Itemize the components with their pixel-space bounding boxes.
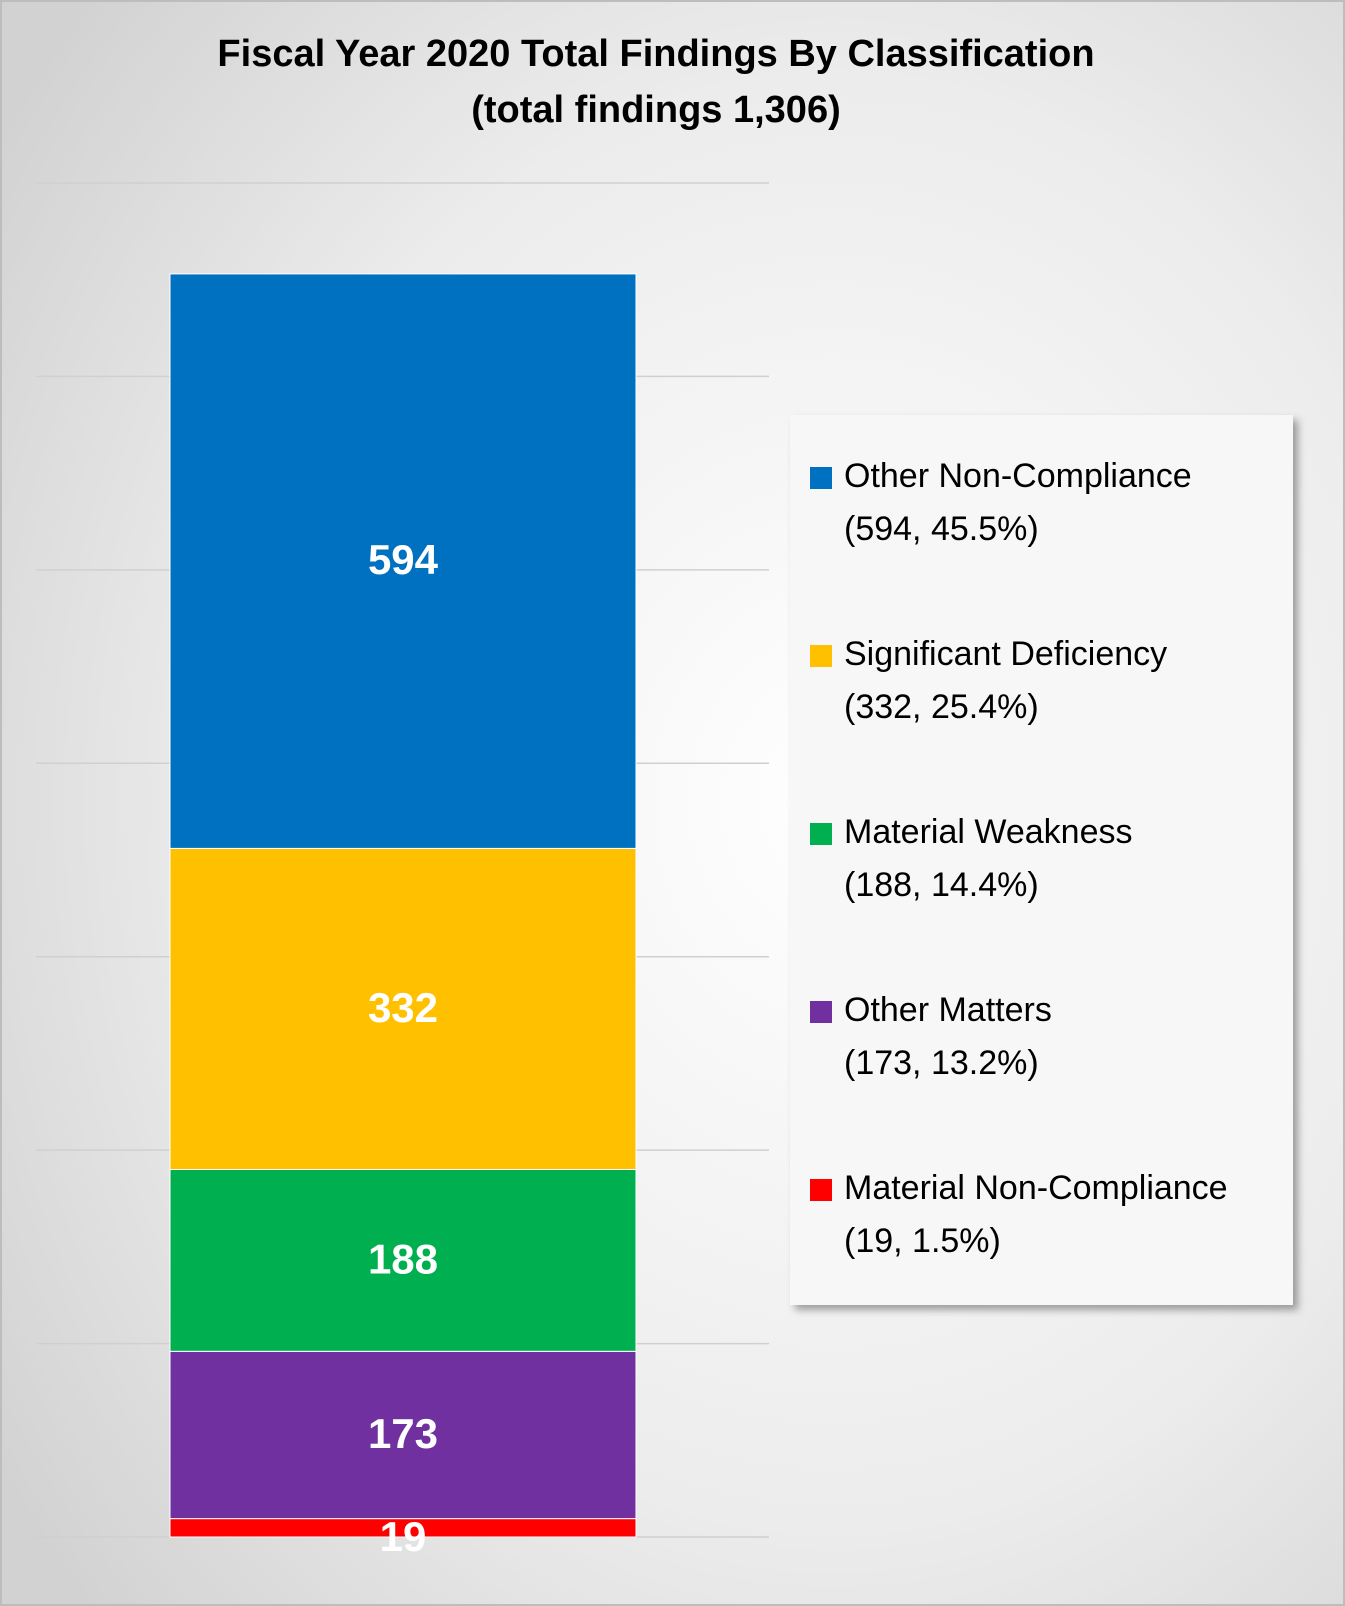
legend-box: [790, 415, 1293, 1305]
bar-segment: [169, 847, 637, 1170]
legend-label: Other Matters: [844, 991, 1052, 1029]
legend-swatch: [810, 1001, 832, 1023]
legend-label: Material Non-Compliance: [844, 1169, 1228, 1207]
legend-label: Significant Deficiency: [844, 635, 1167, 673]
chart-title: Fiscal Year 2020 Total Findings By Class…: [217, 33, 1094, 75]
legend-note: (19, 1.5%): [844, 1222, 1001, 1260]
data-label: 19: [380, 1513, 427, 1560]
bar-segment: [169, 1168, 637, 1352]
chart-subtitle: (total findings 1,306): [471, 89, 840, 131]
legend-note: (173, 13.2%): [844, 1044, 1039, 1082]
bar-segment: [169, 273, 637, 849]
legend-label: Other Non-Compliance: [844, 457, 1192, 495]
legend-note: (594, 45.5%): [844, 510, 1039, 548]
legend-swatch: [810, 645, 832, 667]
legend-swatch: [810, 467, 832, 489]
legend-swatch: [810, 823, 832, 845]
bar-segment: [169, 1350, 637, 1520]
data-label: 332: [368, 984, 438, 1031]
legend-note: (332, 25.4%): [844, 688, 1039, 726]
data-label: 173: [368, 1410, 438, 1457]
data-label: 594: [368, 536, 439, 583]
legend-swatch: [810, 1179, 832, 1201]
data-label: 188: [368, 1235, 438, 1282]
legend-label: Material Weakness: [844, 813, 1133, 851]
legend-note: (188, 14.4%): [844, 866, 1039, 904]
